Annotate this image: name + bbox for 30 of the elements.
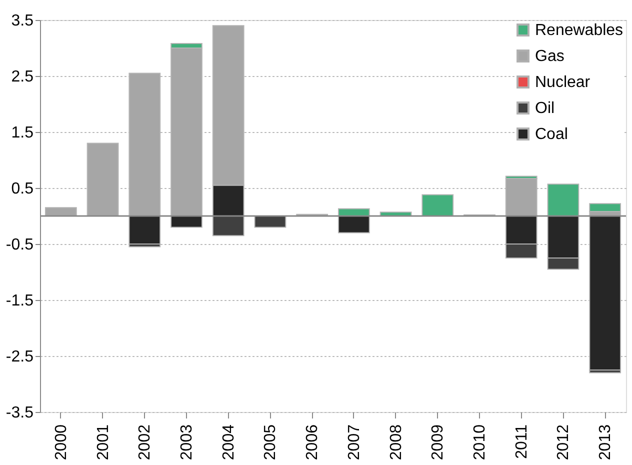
x-tick-label: 2005 bbox=[262, 424, 280, 460]
x-tick-label: 2007 bbox=[346, 424, 363, 460]
x-tick-label: 2009 bbox=[430, 424, 447, 460]
legend-label: Oil bbox=[535, 100, 555, 117]
legend-label: Nuclear bbox=[535, 74, 591, 91]
x-tick-label: 2001 bbox=[94, 424, 112, 460]
y-tick-label: -0.5 bbox=[6, 236, 34, 254]
bar bbox=[589, 203, 622, 212]
y-tick-label: 1.5 bbox=[11, 124, 34, 142]
x-tick-label: 2006 bbox=[304, 424, 322, 460]
y-tick-label: 3.5 bbox=[11, 12, 34, 30]
y-tick-label: -1.5 bbox=[6, 292, 34, 310]
bar bbox=[422, 194, 454, 216]
x-tick-label: 2010 bbox=[472, 424, 488, 460]
x-tick-label: 2000 bbox=[52, 424, 70, 460]
y-tick-label: -2.5 bbox=[6, 348, 34, 366]
x-tick-label: 2013 bbox=[597, 424, 614, 460]
x-tick-label: 2008 bbox=[388, 424, 405, 460]
x-tick-label: 2012 bbox=[555, 424, 572, 460]
x-tick-label: 2002 bbox=[136, 424, 154, 460]
y-tick-label: -3.5 bbox=[6, 404, 34, 422]
y-tick-label: 0.5 bbox=[11, 180, 34, 198]
legend-label: Coal bbox=[535, 126, 568, 143]
x-tick-label: 2004 bbox=[220, 424, 238, 460]
bar bbox=[44, 207, 77, 216]
y-tick-label: 2.5 bbox=[11, 68, 34, 86]
legend-label: Renewables bbox=[535, 22, 624, 39]
x-tick-label: 2003 bbox=[178, 424, 196, 460]
x-tick-label: 2011 bbox=[513, 424, 530, 459]
legend-label: Gas bbox=[535, 48, 564, 65]
